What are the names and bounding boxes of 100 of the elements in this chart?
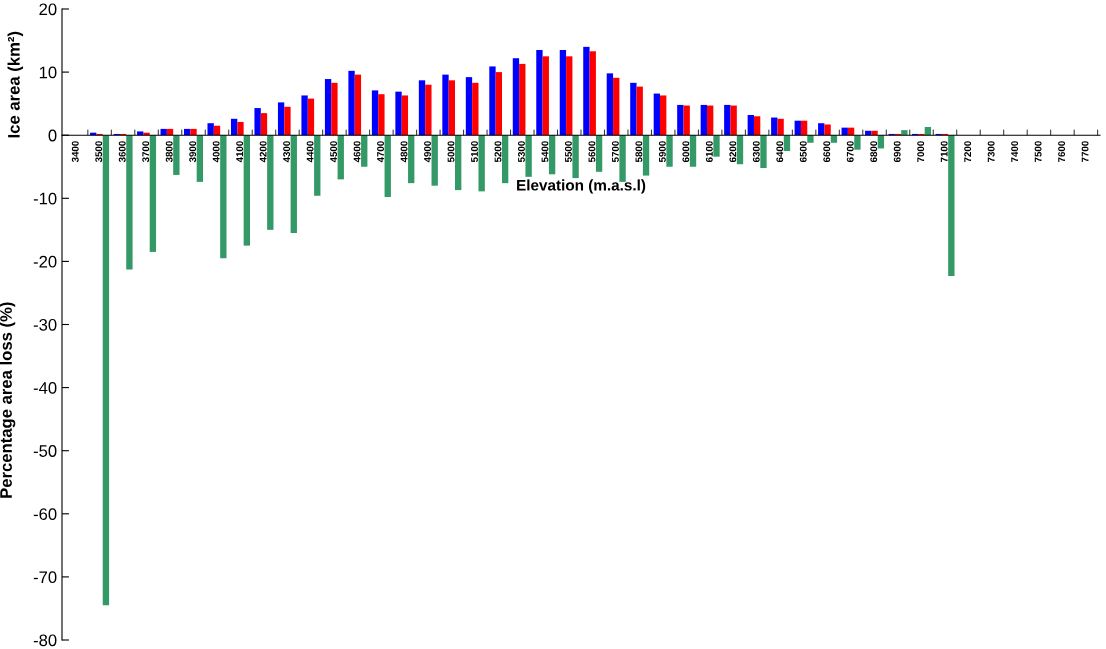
bar — [472, 82, 479, 136]
x-tick-label: 6500 — [799, 141, 807, 163]
bar — [395, 91, 402, 136]
x-tick-label: 4500 — [330, 141, 338, 163]
bar — [736, 135, 744, 165]
x-tick-label: 6400 — [776, 141, 784, 163]
bar — [777, 118, 784, 136]
bar — [220, 135, 227, 259]
bar — [542, 56, 549, 136]
bar — [431, 135, 438, 186]
bar — [401, 95, 409, 136]
bar — [126, 135, 133, 270]
bar — [724, 104, 731, 136]
x-tick-label: 3400 — [71, 141, 79, 163]
bar — [314, 135, 321, 196]
bar — [348, 70, 355, 136]
y-axis-title: Percentage area loss (%) — [0, 302, 16, 498]
bar — [230, 118, 238, 136]
x-tick-label: 6300 — [752, 141, 760, 163]
bar — [653, 93, 661, 136]
x-tick-label: 6600 — [823, 141, 831, 163]
x-tick-label: 4200 — [259, 141, 267, 163]
x-tick-label: 7200 — [964, 141, 972, 162]
x-tick-label: 4600 — [353, 141, 361, 163]
bar — [378, 94, 385, 136]
x-tick-label: 5800 — [635, 141, 643, 163]
bar — [760, 135, 767, 169]
bar — [783, 135, 791, 151]
x-tick-label: 3900 — [189, 141, 197, 163]
y-tick-label: -50 — [33, 445, 57, 457]
bar — [583, 46, 590, 136]
bar — [465, 77, 473, 136]
bar — [818, 123, 825, 136]
bar — [207, 123, 214, 136]
bar — [442, 74, 449, 136]
bar — [290, 135, 297, 234]
bar — [213, 125, 221, 136]
bar — [747, 115, 754, 136]
bar — [173, 135, 180, 175]
x-tick-label: 7400 — [1011, 141, 1019, 162]
x-tick-label: 4400 — [306, 141, 314, 163]
x-tick-label: 5400 — [541, 141, 549, 163]
x-tick-label: 5000 — [447, 141, 455, 163]
bar — [489, 66, 496, 136]
bar — [606, 73, 614, 136]
bar — [572, 135, 579, 179]
bar — [102, 135, 110, 606]
bar — [548, 135, 556, 175]
bar — [512, 58, 520, 136]
x-tick-label: 6000 — [682, 141, 690, 163]
x-tick-label: 6700 — [846, 141, 854, 163]
bar — [371, 90, 379, 136]
bar — [354, 74, 362, 136]
bar — [425, 84, 432, 136]
x-tick-label: 5600 — [588, 141, 596, 163]
x-tick-label: 4800 — [400, 141, 408, 163]
bar — [190, 128, 197, 136]
bar — [301, 95, 308, 136]
bar — [260, 113, 268, 136]
bar — [706, 105, 714, 136]
bar — [901, 130, 908, 136]
bar — [254, 108, 261, 136]
bar — [536, 50, 543, 136]
bar — [519, 63, 526, 136]
bar — [589, 51, 596, 136]
bar — [613, 77, 620, 136]
bar — [566, 56, 573, 136]
bar — [595, 135, 603, 172]
text: Ice area (km²) — [7, 31, 24, 138]
x-tick-label: 6800 — [870, 141, 878, 163]
bar — [331, 82, 338, 136]
bar — [683, 105, 690, 136]
x-tick-label: 5500 — [564, 141, 572, 163]
y-tick-label: -30 — [33, 318, 57, 331]
bar — [677, 104, 684, 136]
bar — [237, 121, 244, 136]
bar — [337, 135, 344, 180]
y-tick-label: 20 — [39, 3, 57, 16]
bar — [418, 80, 426, 136]
bar — [196, 135, 204, 182]
bar — [689, 135, 697, 167]
y-tick-label: 0 — [48, 129, 57, 142]
x-axis-title: Elevation (m.a.s.l) — [517, 179, 646, 194]
bar — [307, 98, 315, 136]
y-tick-label: -20 — [33, 255, 57, 268]
bar — [713, 135, 720, 157]
bar — [277, 102, 285, 136]
bar — [384, 135, 391, 198]
bar — [137, 131, 144, 136]
x-tick-label: 4700 — [377, 141, 384, 163]
y-tick-label: -60 — [33, 508, 57, 520]
bar — [660, 95, 667, 136]
bar — [408, 135, 415, 184]
bar — [495, 72, 502, 136]
x-tick-label: 7500 — [1034, 141, 1042, 162]
bar — [559, 50, 567, 136]
bar — [284, 106, 291, 136]
bar — [730, 105, 737, 136]
bar — [149, 135, 157, 252]
x-tick-label: 5900 — [658, 141, 666, 163]
